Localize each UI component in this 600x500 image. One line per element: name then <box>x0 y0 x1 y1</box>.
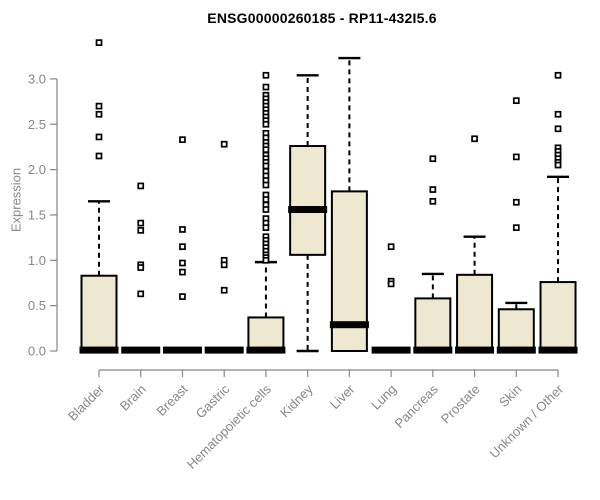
box-Hematopoietic cells <box>247 316 285 353</box>
outlier-point <box>179 259 186 267</box>
y-tick-label: 1.0 <box>28 253 46 268</box>
median-Unknown / Other <box>538 346 578 354</box>
median-Liver <box>329 321 369 329</box>
outlier-point <box>554 110 562 118</box>
outlier-point <box>95 133 103 141</box>
outlier-point <box>262 224 270 231</box>
outlier-point <box>137 264 145 271</box>
outlier-point <box>262 256 270 264</box>
x-tick-label: Unknown / Other <box>487 381 567 461</box>
outlier-point <box>262 196 270 203</box>
x-tick-label: Brain <box>117 382 149 414</box>
outlier-point <box>137 290 145 298</box>
x-tick-label: Lung <box>368 382 399 413</box>
median-Prostate <box>455 346 495 354</box>
outlier-point <box>429 186 437 193</box>
median-Skin <box>496 346 536 354</box>
outlier-point <box>220 286 228 294</box>
outlier-point <box>387 280 395 288</box>
y-tick-label: 3.0 <box>28 71 46 86</box>
y-tick-label: 0.0 <box>28 344 46 359</box>
outlier-point <box>95 152 103 160</box>
median-Brain <box>121 346 161 354</box>
box-Pancreas <box>414 297 452 353</box>
x-tick-label: Prostate <box>438 382 483 427</box>
outlier-point <box>262 146 270 153</box>
x-tick-label: Gastric <box>193 381 233 421</box>
outlier-point <box>512 97 520 105</box>
outlier-point <box>554 71 562 79</box>
x-tick-label: Bladder <box>65 381 108 424</box>
outlier-point <box>95 102 103 110</box>
y-tick-label: 0.5 <box>28 298 46 313</box>
median-Lung <box>371 346 411 354</box>
x-tick-label: Kidney <box>277 381 316 420</box>
chart-title: ENSG00000260185 - RP11-432I5.6 <box>207 10 437 26</box>
outlier-point <box>179 268 186 276</box>
x-tick-label: Skin <box>496 382 524 410</box>
x-tick-label: Pancreas <box>392 381 442 431</box>
outlier-point <box>262 120 270 128</box>
y-tick-label: 2.0 <box>28 162 46 177</box>
outlier-point <box>512 153 520 161</box>
x-tick-label: Breast <box>153 381 190 418</box>
outlier-point <box>220 261 228 269</box>
outlier-point <box>554 125 562 133</box>
y-tick-label: 2.5 <box>28 117 46 132</box>
outlier-point <box>137 219 145 227</box>
outlier-point <box>179 293 186 300</box>
outlier-point <box>179 226 186 233</box>
outlier-point <box>262 206 270 213</box>
outlier-point <box>471 135 478 143</box>
outlier-point <box>95 110 103 118</box>
outlier-point <box>137 227 145 234</box>
median-Breast <box>162 346 202 354</box>
y-tick-label: 1.5 <box>28 207 46 222</box>
outlier-point <box>262 83 270 91</box>
box-Prostate <box>456 273 494 353</box>
median-Kidney <box>288 206 328 214</box>
median-Gastric <box>204 346 244 354</box>
outlier-point <box>179 136 186 144</box>
outlier-point <box>512 198 520 206</box>
median-Pancreas <box>413 346 453 354</box>
outlier-point <box>262 181 270 189</box>
outlier-point <box>220 140 228 148</box>
outlier-point <box>179 243 186 251</box>
box-Skin <box>497 308 535 353</box>
median-Hematopoietic cells <box>246 346 286 354</box>
outlier-point <box>262 162 270 170</box>
outlier-point <box>95 39 103 46</box>
outlier-point <box>137 182 145 190</box>
x-tick-label: Liver <box>327 381 358 412</box>
box-Kidney <box>289 145 327 256</box>
box-Bladder <box>80 274 118 352</box>
outlier-point <box>262 71 270 79</box>
outlier-point <box>429 197 437 205</box>
outlier-point <box>512 224 520 231</box>
outlier-point <box>554 161 562 169</box>
outlier-point <box>387 243 395 251</box>
box-Unknown / Other <box>539 281 577 352</box>
outlier-point <box>429 155 437 163</box>
median-Bladder <box>79 346 119 354</box>
